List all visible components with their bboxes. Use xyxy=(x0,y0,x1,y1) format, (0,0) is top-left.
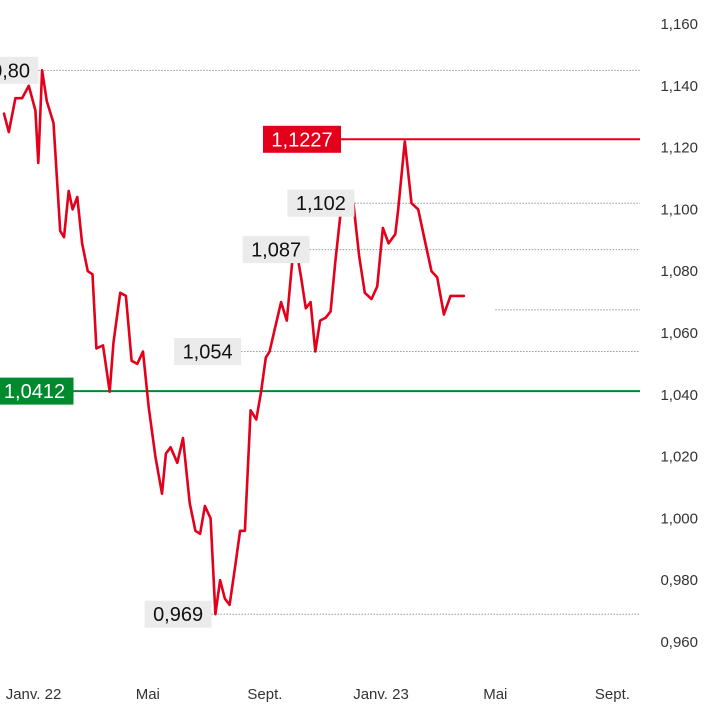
annotation-label-5: 1,0412 xyxy=(4,381,65,403)
annotation-label-0: 31450,80 xyxy=(0,60,30,82)
y-tick-label: 1,100 xyxy=(660,201,698,218)
annotation-box-5 xyxy=(0,377,74,405)
x-tick-label: Janv. 22 xyxy=(6,686,62,703)
x-axis: Janv. 22 Mai Sept. Janv. 23 Mai Sept. xyxy=(6,686,630,703)
annotation-label-4: 1,054 xyxy=(183,342,233,364)
x-tick-label: Mai xyxy=(483,686,507,703)
annotation-box-2 xyxy=(287,189,355,217)
y-tick-label: 0,960 xyxy=(660,634,698,651)
annotation-labels: 31450,80 1,1227 1,102 1,087 1,054 1,0412 0,969 xyxy=(0,56,355,628)
x-tick-label: Sept. xyxy=(595,686,630,703)
annotation-lines xyxy=(38,69,640,615)
x-tick-label: Mai xyxy=(136,686,160,703)
series-layer xyxy=(2,69,466,616)
x-tick-label: Janv. 23 xyxy=(353,686,409,703)
y-tick-label: 1,060 xyxy=(660,325,698,342)
x-tick-label: Sept. xyxy=(247,686,282,703)
annotation-box-0 xyxy=(0,56,39,84)
annotation-box-4 xyxy=(174,338,242,365)
annotation-label-1: 1,1227 xyxy=(271,129,332,151)
y-tick-label: 1,140 xyxy=(660,78,698,95)
y-tick-label: 1,020 xyxy=(660,449,698,466)
y-tick-label: 0,980 xyxy=(660,572,698,589)
annotation-box-6 xyxy=(144,600,212,628)
y-axis: 1,160 1,140 1,120 1,100 1,080 1,060 1,040 1,020… xyxy=(660,16,698,651)
annotation-box-3 xyxy=(242,236,310,264)
annotation-label-6: 0,969 xyxy=(153,604,203,626)
y-tick-label: 1,040 xyxy=(660,387,698,404)
y-tick-label: 1,120 xyxy=(660,140,698,157)
annotation-label-2: 1,102 xyxy=(296,193,346,215)
y-tick-label: 1,080 xyxy=(660,263,698,280)
y-tick-label: 1,000 xyxy=(660,510,698,527)
annotation-label-3: 1,087 xyxy=(251,240,301,262)
y-tick-label: 1,160 xyxy=(660,16,698,33)
annotation-box-1 xyxy=(263,125,341,153)
